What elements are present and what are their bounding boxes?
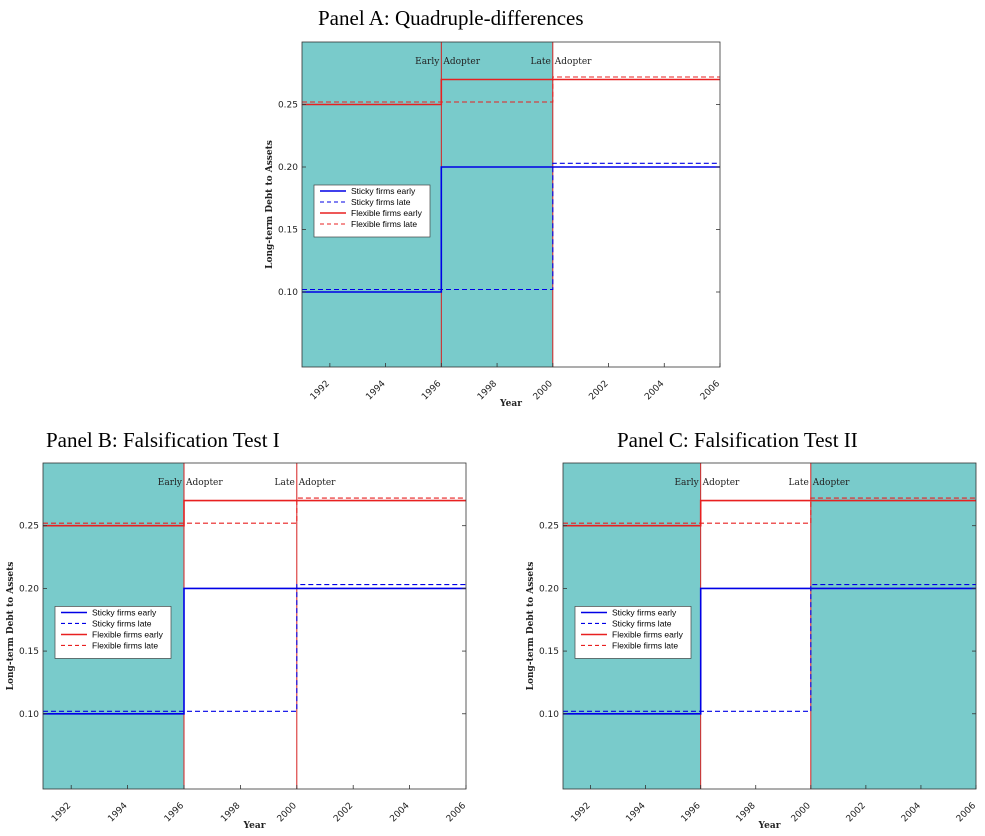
panel-b-x-tick-label-2: 1996 <box>163 801 186 824</box>
panel-b-x-axis-label: Year <box>243 821 266 831</box>
panel-c-x-tick-label-1: 1994 <box>624 801 647 824</box>
panel-b-title: Panel B: Falsification Test I <box>46 428 280 452</box>
panel-a-series-2 <box>302 78 720 106</box>
panel-a-legend-label-3: Flexible firms late <box>351 219 417 229</box>
panel-c-series-2 <box>563 499 976 527</box>
panel-b-legend-label-2: Flexible firms early <box>92 629 164 639</box>
panel-a-marker-label-left-1: Late <box>531 57 551 67</box>
panel-b-x-tick-label-7: 2006 <box>445 801 468 824</box>
panel-a-legend-label-2: Flexible firms early <box>351 208 423 218</box>
panel-b-series-1 <box>43 584 466 712</box>
panel-a-x-tick-label-2: 1996 <box>420 379 443 402</box>
panel-c-y-axis-label: Long-term Debt to Assets <box>526 562 536 691</box>
panel-a-axes-box <box>301 41 721 368</box>
panel-a-y-tick-label-3: 0.25 <box>278 101 298 111</box>
panel-b-x-tick-label-3: 1998 <box>219 801 242 824</box>
panel-c-shaded-region-1 <box>810 463 976 789</box>
panel-b-chart: Early Adopter Late Adopter0.100.150.200.251… <box>6 462 468 831</box>
panel-a-x-tick-label-7: 2006 <box>699 379 722 402</box>
panel-c-y-tick-label-3: 0.25 <box>539 522 559 532</box>
panel-a-x-tick-label-3: 1998 <box>476 379 499 402</box>
panel-a-y-tick-label-0: 0.10 <box>278 288 298 298</box>
panel-b-y-tick-label-0: 0.10 <box>19 710 39 720</box>
panel-b-y-tick-label-1: 0.15 <box>19 647 39 657</box>
panel-c-x-tick-label-6: 2004 <box>900 801 923 824</box>
panel-a-series-0 <box>302 166 720 293</box>
panel-b-legend-label-0: Sticky firms early <box>92 607 157 617</box>
panel-b-marker-label-left-1: Late <box>275 478 295 488</box>
panel-a-title: Panel A: Quadruple-differences <box>318 6 584 30</box>
panel-c-x-axis-label: Year <box>758 821 781 831</box>
panel-c-x-tick-label-7: 2006 <box>955 801 978 824</box>
panel-c-series-1 <box>563 584 976 712</box>
panel-c-y-tick-label-0: 0.10 <box>539 710 559 720</box>
panel-b-marker-label-left-0: Early <box>158 478 183 488</box>
panel-b-marker-label-right-0: Adopter <box>185 478 223 488</box>
panel-b-axes-box <box>42 462 467 790</box>
panel-a-y-axis-label: Long-term Debt to Assets <box>265 140 275 269</box>
panel-c-y-tick-label-1: 0.15 <box>539 647 559 657</box>
panel-b-series-3 <box>43 497 466 524</box>
panel-b-x-tick-label-6: 2004 <box>388 801 411 824</box>
panel-c-x-tick-label-5: 2002 <box>845 801 868 824</box>
panel-a-y-tick-label-2: 0.20 <box>278 163 298 173</box>
panel-c-marker-label-left-0: Early <box>674 478 699 488</box>
panel-c-marker-label-right-1: Adopter <box>812 478 850 488</box>
panel-a-legend-box <box>313 184 431 238</box>
panel-b-x-tick-label-0: 1992 <box>50 801 73 824</box>
panel-a-x-tick-label-6: 2004 <box>643 379 666 402</box>
panel-c-title: Panel C: Falsification Test II <box>617 428 858 452</box>
panel-c-legend-box <box>574 606 692 659</box>
panel-c-legend-label-3: Flexible firms late <box>612 640 678 650</box>
panel-c-x-tick-label-0: 1992 <box>569 801 592 824</box>
panel-c-chart: Early Adopter Late Adopter0.100.150.200.251… <box>526 462 978 831</box>
panel-c-legend-label-1: Sticky firms late <box>612 618 672 628</box>
panel-c-axes-box <box>562 462 977 790</box>
panel-b-y-axis-label: Long-term Debt to Assets <box>6 562 16 691</box>
panel-c-x-tick-label-4: 2000 <box>790 801 813 824</box>
panel-a-legend-label-1: Sticky firms late <box>351 197 411 207</box>
panel-c-marker-label-right-0: Adopter <box>702 478 740 488</box>
panel-b-x-tick-label-5: 2002 <box>332 801 355 824</box>
panel-c-x-tick-label-3: 1998 <box>735 801 758 824</box>
panel-a-legend-label-0: Sticky firms early <box>351 186 416 196</box>
panel-b-series-2 <box>43 499 466 527</box>
panel-c-legend-label-0: Sticky firms early <box>612 607 677 617</box>
panel-b-y-tick-label-3: 0.25 <box>19 522 39 532</box>
panel-a-x-tick-label-1: 1994 <box>364 379 387 402</box>
panel-a-marker-label-right-0: Adopter <box>442 57 480 67</box>
panel-b-x-tick-label-1: 1994 <box>106 801 129 824</box>
panel-a-x-tick-label-0: 1992 <box>309 379 332 402</box>
panel-c-y-tick-label-2: 0.20 <box>539 584 559 594</box>
panel-a-x-tick-label-4: 2000 <box>532 379 555 402</box>
panel-b-legend-label-3: Flexible firms late <box>92 640 158 650</box>
panel-b-legend-box <box>54 606 172 659</box>
panel-c-series-0 <box>563 587 976 715</box>
panel-a-series-1 <box>302 162 720 291</box>
panel-a-chart: Early Adopter Late Adopter0.100.150.200.251… <box>265 41 722 409</box>
panel-c-x-tick-label-2: 1996 <box>680 801 703 824</box>
panel-c-series-3 <box>563 497 976 524</box>
panel-a-marker-label-left-0: Early <box>415 57 440 67</box>
panel-a-y-tick-label-1: 0.15 <box>278 226 298 236</box>
panel-b-marker-label-right-1: Adopter <box>298 478 336 488</box>
panel-c-legend-label-2: Flexible firms early <box>612 629 684 639</box>
panel-b-x-tick-label-4: 2000 <box>276 801 299 824</box>
panel-b-legend-label-1: Sticky firms late <box>92 618 152 628</box>
panel-a-marker-label-right-1: Adopter <box>554 57 592 67</box>
panel-c-marker-label-left-1: Late <box>789 478 809 488</box>
panel-b-series-0 <box>43 587 466 715</box>
panel-b-y-tick-label-2: 0.20 <box>19 584 39 594</box>
panel-a-x-axis-label: Year <box>499 399 522 409</box>
panel-a-x-tick-label-5: 2002 <box>587 379 610 402</box>
